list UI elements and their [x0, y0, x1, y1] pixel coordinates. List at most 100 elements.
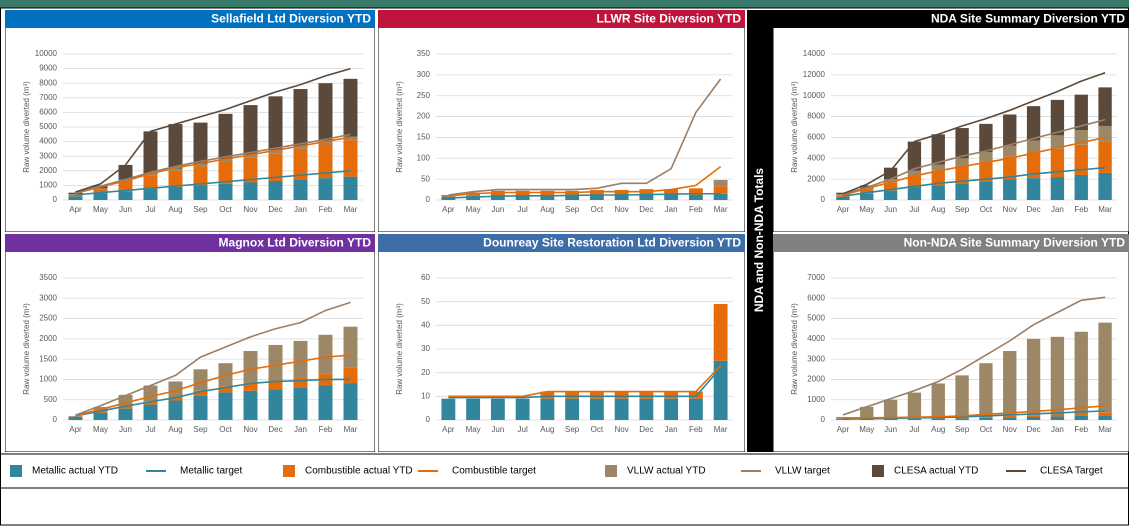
bar-segment [318, 144, 333, 179]
bar-segment [1074, 130, 1088, 145]
bar-segment [318, 178, 333, 200]
y-tick-label: 1000 [807, 395, 825, 404]
y-tick-label: 20 [421, 368, 430, 377]
bar-segment [243, 105, 258, 155]
y-tick-label: 3500 [39, 273, 57, 282]
y-tick-label: 3000 [39, 293, 57, 302]
x-tick-label: Aug [168, 205, 182, 214]
bar-segment [1003, 145, 1017, 157]
bar-segment [883, 182, 898, 191]
bar-segment [688, 194, 703, 200]
y-tick-label: 14000 [803, 49, 826, 58]
bar-segment [268, 96, 283, 151]
x-tick-label: Mar [714, 205, 728, 214]
bar-segment [1026, 152, 1041, 179]
y-tick-label: 300 [417, 70, 431, 79]
x-tick-label: Jun [884, 425, 897, 434]
y-tick-label: 100 [417, 153, 431, 162]
x-tick-label: Mar [714, 425, 728, 434]
x-tick-label: Oct [980, 425, 993, 434]
y-tick-label: 6000 [807, 293, 825, 302]
bar-segment [883, 399, 898, 419]
x-tick-label: Jul [909, 205, 919, 214]
bar-segment [318, 140, 333, 145]
bar-segment [218, 159, 233, 163]
y-axis-label: Raw volume diverted (m³) [395, 303, 404, 395]
title-band [5, 234, 375, 252]
bar-segment [1050, 416, 1065, 420]
target-line [448, 78, 722, 196]
bar-segment [565, 391, 580, 399]
bar-segment [883, 190, 898, 200]
bar-segment [883, 179, 898, 183]
bar-segment [664, 391, 679, 399]
bar-segment [955, 418, 969, 420]
x-tick-label: Nov [1003, 205, 1017, 214]
bar-segment [268, 381, 283, 390]
bar-segment [907, 141, 922, 171]
bar-segment [860, 419, 874, 420]
x-tick-label: Jul [518, 425, 528, 434]
x-tick-label: Mar [1098, 425, 1112, 434]
x-tick-label: Jun [491, 205, 504, 214]
title-band [378, 234, 745, 252]
y-tick-label: 500 [44, 395, 58, 404]
bar-segment [1074, 144, 1088, 175]
bar-segment [318, 334, 333, 374]
bar-segment [490, 398, 505, 420]
bar-segment [218, 162, 233, 184]
x-tick-label: Dec [268, 205, 282, 214]
bar-segment [614, 391, 629, 399]
chart-panel: NDA Site Summary Diversion YTD Raw volume… [773, 10, 1129, 232]
x-tick-label: Sep [955, 425, 970, 434]
x-tick-label: Feb [319, 425, 333, 434]
bar-segment [860, 185, 874, 188]
bar-segment [168, 381, 183, 397]
x-tick-label: Dec [639, 425, 653, 434]
x-tick-label: Jan [1051, 205, 1064, 214]
bar-segment [143, 175, 158, 190]
y-tick-label: 7000 [39, 93, 57, 102]
bar-segment [907, 170, 922, 177]
bar-segment [1026, 415, 1041, 417]
bar-segment [614, 398, 629, 420]
bar-segment [93, 412, 108, 420]
y-tick-label: 1000 [39, 181, 57, 190]
bar-segment [979, 416, 993, 418]
bar-segment [243, 154, 258, 158]
bar-segment [68, 416, 83, 420]
y-tick-label: 2500 [39, 314, 57, 323]
bar-segment [1074, 415, 1088, 420]
x-tick-label: Dec [268, 425, 282, 434]
bar-segment [193, 395, 208, 420]
bar-segment [1026, 338, 1041, 416]
bar-segment [589, 391, 604, 399]
bar-segment [168, 186, 183, 200]
chart-title: Dounreay Site Restoration Ltd Diversion … [483, 236, 741, 250]
bar-segment [1050, 148, 1065, 178]
chart-panel: LLWR Site Diversion YTD Raw volume divert… [378, 10, 745, 232]
y-tick-label: 150 [417, 133, 431, 142]
x-tick-label: Mar [344, 425, 358, 434]
target-line [75, 136, 351, 195]
bar-segment [688, 188, 703, 195]
bar-segment [243, 390, 258, 420]
bar-segment [93, 193, 108, 200]
bar-segment [293, 340, 308, 378]
target-line [842, 166, 1106, 198]
bar-segment [143, 189, 158, 200]
bar-segment [218, 386, 233, 393]
bar-segment [193, 369, 208, 391]
y-tick-label: 1500 [39, 354, 57, 363]
x-tick-label: Aug [540, 205, 554, 214]
target-line [75, 354, 351, 417]
x-tick-label: Feb [1074, 425, 1088, 434]
bar-segment [1074, 331, 1088, 414]
bar-segment [218, 113, 233, 160]
bar-segment [931, 170, 945, 186]
x-tick-label: May [859, 425, 874, 434]
bar-segment [168, 396, 183, 401]
panel-bg [773, 10, 1129, 232]
chart-panel: Magnox Ltd Diversion YTD Raw volume diver… [5, 234, 375, 452]
y-tick-label: 4000 [39, 137, 57, 146]
